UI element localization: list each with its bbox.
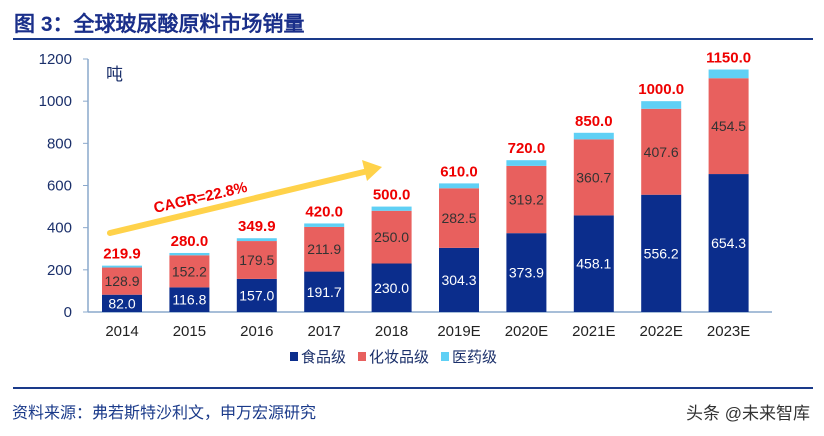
bar-pharma bbox=[439, 183, 479, 189]
food-data-label: 230.0 bbox=[374, 280, 409, 296]
x-tick-label: 2023E bbox=[707, 323, 750, 340]
cosmetic-data-label: 282.5 bbox=[441, 210, 476, 226]
x-tick-label: 2014 bbox=[105, 323, 138, 340]
x-tick-label: 2016 bbox=[240, 323, 273, 340]
cosmetic-data-label: 211.9 bbox=[307, 241, 341, 257]
legend-label: 医药级 bbox=[452, 349, 497, 366]
cosmetic-data-label: 179.5 bbox=[239, 252, 274, 268]
food-data-label: 373.9 bbox=[509, 265, 544, 281]
bar-cosmetic bbox=[439, 188, 479, 248]
bar-cosmetic bbox=[708, 78, 749, 175]
food-data-label: 82.0 bbox=[108, 295, 135, 311]
bar-cosmetic bbox=[102, 267, 142, 295]
bar-food bbox=[236, 278, 277, 312]
total-data-label: 610.0 bbox=[440, 163, 478, 180]
x-tick-label: 2022E bbox=[640, 323, 683, 340]
title-divider bbox=[13, 38, 813, 40]
bar-pharma bbox=[371, 206, 412, 211]
legend-swatch bbox=[441, 352, 449, 361]
y-tick-label: 1000 bbox=[39, 93, 72, 110]
food-data-label: 654.3 bbox=[711, 235, 746, 251]
bar-food bbox=[573, 215, 614, 312]
bar-cosmetic bbox=[641, 108, 682, 195]
bar-food bbox=[708, 174, 749, 312]
x-tick-label: 2015 bbox=[173, 323, 206, 340]
bar-food bbox=[439, 247, 479, 312]
bar-cosmetic bbox=[236, 241, 277, 279]
bar-food bbox=[102, 294, 142, 312]
x-tick-label: 2021E bbox=[572, 323, 615, 340]
food-data-label: 304.3 bbox=[441, 272, 476, 288]
cosmetic-data-label: 152.2 bbox=[172, 263, 207, 279]
source-note: 资料来源：弗若斯特沙利文，申万宏源研究 bbox=[12, 405, 317, 422]
total-data-label: 720.0 bbox=[508, 140, 546, 157]
bar-pharma bbox=[236, 238, 277, 242]
cosmetic-data-label: 128.9 bbox=[104, 273, 139, 289]
cosmetic-data-label: 319.2 bbox=[509, 192, 544, 208]
figure-title: 图 3：全球玻尿酸原料市场销量 bbox=[14, 13, 305, 36]
food-data-label: 458.1 bbox=[576, 256, 611, 272]
bar-pharma bbox=[304, 223, 345, 227]
legend-label: 化妆品级 bbox=[369, 349, 429, 366]
legend-swatch bbox=[290, 352, 298, 361]
y-tick-label: 200 bbox=[47, 262, 72, 279]
trend-arrow-shaft bbox=[107, 168, 371, 236]
bar-food bbox=[371, 263, 412, 312]
y-tick-label: 800 bbox=[47, 135, 72, 152]
total-data-label: 1150.0 bbox=[706, 50, 751, 67]
y-tick-label: 1200 bbox=[39, 51, 72, 68]
total-data-label: 1000.0 bbox=[638, 81, 684, 98]
bar-food bbox=[641, 194, 682, 312]
x-tick-label: 2020E bbox=[505, 323, 548, 340]
bar-cosmetic bbox=[169, 255, 210, 288]
y-tick-label: 600 bbox=[47, 178, 72, 195]
cosmetic-data-label: 407.6 bbox=[644, 144, 679, 160]
y-axis-unit: 吨 bbox=[106, 65, 123, 84]
bar-pharma bbox=[169, 252, 210, 256]
y-tick-label: 0 bbox=[64, 304, 72, 321]
bar-pharma bbox=[102, 265, 142, 268]
food-data-label: 157.0 bbox=[239, 287, 274, 303]
bar-cosmetic bbox=[506, 165, 547, 234]
total-data-label: 219.9 bbox=[103, 246, 141, 263]
bar-pharma bbox=[641, 101, 682, 109]
food-data-label: 556.2 bbox=[644, 245, 679, 261]
x-tick-label: 2019E bbox=[437, 323, 480, 340]
total-data-label: 500.0 bbox=[373, 187, 411, 204]
watermark: 头条 @未来智库 bbox=[686, 404, 810, 423]
legend-label: 食品级 bbox=[301, 349, 346, 366]
total-data-label: 420.0 bbox=[305, 203, 343, 220]
bar-pharma bbox=[708, 69, 749, 79]
food-data-label: 116.8 bbox=[172, 292, 206, 308]
bar-cosmetic bbox=[304, 226, 345, 272]
bar-food bbox=[304, 271, 345, 312]
bar-food bbox=[169, 287, 210, 312]
trend-arrow-head bbox=[362, 160, 382, 181]
bar-cosmetic bbox=[371, 210, 412, 264]
cosmetic-data-label: 360.7 bbox=[576, 169, 611, 185]
bar-pharma bbox=[573, 132, 614, 140]
x-tick-label: 2018 bbox=[375, 323, 408, 340]
legend-swatch bbox=[358, 352, 366, 361]
bar-food bbox=[506, 233, 547, 312]
total-data-label: 850.0 bbox=[575, 113, 613, 130]
cosmetic-data-label: 250.0 bbox=[374, 229, 409, 245]
source-divider bbox=[13, 387, 813, 389]
bar-cosmetic bbox=[573, 139, 614, 216]
y-tick-label: 400 bbox=[47, 220, 72, 237]
x-tick-label: 2017 bbox=[308, 323, 341, 340]
bar-pharma bbox=[506, 160, 547, 166]
cosmetic-data-label: 454.5 bbox=[711, 118, 746, 134]
total-data-label: 280.0 bbox=[171, 233, 209, 250]
total-data-label: 349.9 bbox=[238, 218, 276, 235]
food-data-label: 191.7 bbox=[307, 284, 342, 300]
